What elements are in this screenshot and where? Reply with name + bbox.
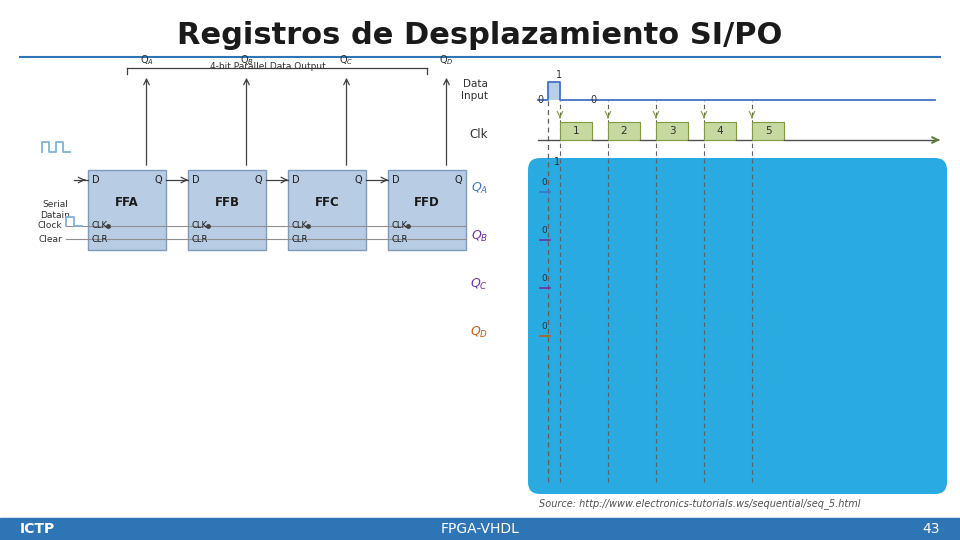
FancyBboxPatch shape [560,122,592,140]
Text: Q$_C$: Q$_C$ [339,53,353,67]
Text: 1: 1 [556,70,562,80]
Text: 2: 2 [621,126,627,136]
FancyBboxPatch shape [752,122,784,140]
Text: 4-bit Parallel Data Output: 4-bit Parallel Data Output [210,62,325,71]
FancyBboxPatch shape [656,122,688,140]
Text: 5: 5 [765,126,771,136]
Text: 0: 0 [590,95,596,105]
FancyBboxPatch shape [288,170,366,250]
Text: D: D [292,175,300,185]
Text: FPGA-VHDL: FPGA-VHDL [441,522,519,536]
Text: CLR: CLR [92,234,108,244]
Text: Q$_B$: Q$_B$ [239,53,253,67]
Text: CLR: CLR [292,234,308,244]
Text: 1: 1 [554,157,560,167]
Text: Clock: Clock [37,221,62,231]
Text: Q$_D$: Q$_D$ [439,53,454,67]
Text: 0: 0 [537,95,543,105]
Text: CLK: CLK [292,221,308,231]
Text: Registros de Desplazamiento SI/PO: Registros de Desplazamiento SI/PO [178,21,782,50]
Bar [0,518,960,540]
Text: ICTP: ICTP [20,522,56,536]
Text: CLR: CLR [192,234,208,244]
Text: CLK: CLK [92,221,108,231]
Text: $Q_C$: $Q_C$ [470,276,488,292]
Text: D: D [392,175,399,185]
Text: CLK: CLK [192,221,208,231]
FancyBboxPatch shape [528,158,947,494]
Text: 43: 43 [923,522,940,536]
FancyBboxPatch shape [188,170,266,250]
Text: Clk: Clk [469,129,488,141]
Text: D: D [92,175,100,185]
Text: D: D [192,175,200,185]
Text: 4: 4 [717,126,723,136]
Text: 0: 0 [541,226,547,235]
FancyBboxPatch shape [704,122,736,140]
Text: FFA: FFA [115,195,139,208]
Text: CLR: CLR [392,234,408,244]
Text: $Q_B$: $Q_B$ [470,228,488,244]
Text: Clear: Clear [38,234,62,244]
Text: 0: 0 [541,322,547,331]
Text: Serial
Datain: Serial Datain [40,200,70,220]
Text: $Q_D$: $Q_D$ [469,325,488,340]
Polygon shape [548,82,560,100]
Text: Q: Q [454,175,462,185]
Text: CLK: CLK [392,221,408,231]
Text: 3: 3 [669,126,675,136]
FancyBboxPatch shape [388,170,466,250]
Text: 0: 0 [541,274,547,283]
Text: 0: 0 [541,178,547,187]
FancyBboxPatch shape [608,122,640,140]
FancyBboxPatch shape [88,170,166,250]
Text: Q: Q [155,175,162,185]
Text: Data
Input: Data Input [461,79,488,101]
Text: Source: http://www.electronics-tutorials.ws/sequential/seq_5.html: Source: http://www.electronics-tutorials… [540,498,861,509]
Text: $Q_A$: $Q_A$ [470,180,488,195]
Text: Q: Q [254,175,262,185]
Text: Q$_A$: Q$_A$ [139,53,154,67]
Text: 1: 1 [573,126,579,136]
Text: Q: Q [354,175,362,185]
Text: FFC: FFC [315,195,340,208]
Text: FFB: FFB [214,195,239,208]
Text: FFD: FFD [414,195,440,208]
